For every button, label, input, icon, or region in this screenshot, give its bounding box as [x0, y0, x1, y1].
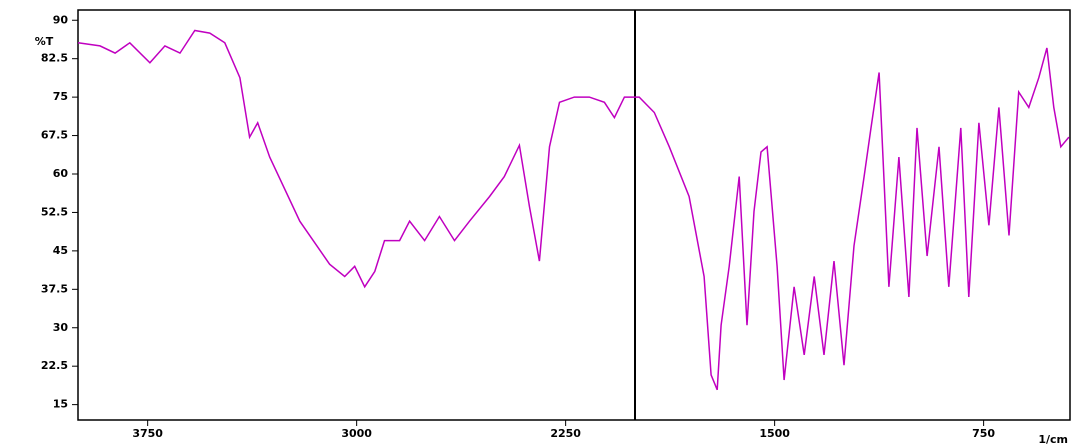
y-tick-label: 67.5	[41, 129, 68, 142]
y-tick-label: 45	[53, 244, 68, 257]
x-tick-label: 2250	[550, 427, 581, 440]
y-tick-label: 52.5	[41, 205, 68, 218]
y-axis-label: %T	[35, 35, 54, 48]
x-tick-label: 3000	[341, 427, 372, 440]
y-tick-label: 90	[53, 13, 69, 26]
y-tick-label: 75	[53, 90, 68, 103]
y-tick-label: 30	[53, 321, 69, 334]
y-tick-label: 37.5	[41, 282, 68, 295]
y-tick-label: 15	[53, 398, 68, 411]
spectrum-line	[77, 29, 1070, 391]
y-tick-label: 60	[53, 167, 69, 180]
x-tick-label: 3750	[132, 427, 163, 440]
plot-frame	[77, 9, 1071, 421]
x-tick-label: 1500	[759, 427, 790, 440]
x-axis-label: 1/cm	[1038, 433, 1068, 446]
y-tick-label: 82.5	[41, 52, 68, 65]
y-tick-label: 22.5	[41, 359, 68, 372]
x-tick-label: 750	[972, 427, 995, 440]
